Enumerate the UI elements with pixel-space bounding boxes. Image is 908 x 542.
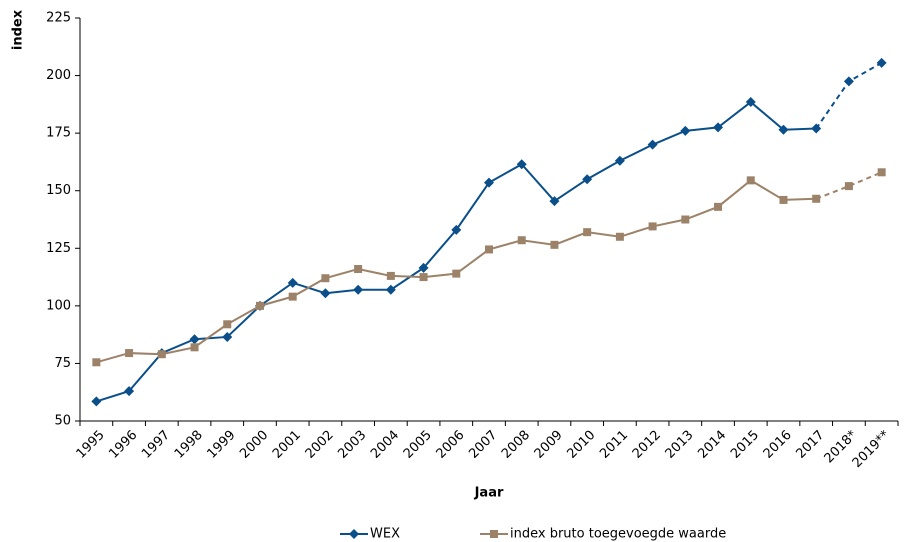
- point: [582, 174, 593, 185]
- point: [124, 386, 135, 397]
- point: [484, 177, 494, 188]
- point: [321, 274, 330, 283]
- x-tick-label: 2008: [499, 428, 533, 462]
- point: [713, 122, 724, 133]
- x-tick-label: 2002: [303, 428, 337, 462]
- point: [714, 202, 723, 211]
- x-tick-label: 2016: [761, 428, 795, 462]
- x-tick-label: 2006: [434, 428, 468, 462]
- legend-label: WEX: [370, 527, 400, 542]
- point: [419, 273, 428, 282]
- x-tick-label: 2015: [728, 428, 762, 462]
- point: [349, 529, 359, 539]
- series-line: [815, 171, 883, 200]
- x-tick-label: 2019**: [850, 427, 894, 471]
- x-tick-label: 1997: [139, 428, 173, 462]
- point: [222, 331, 233, 342]
- point: [386, 271, 395, 280]
- point: [189, 334, 200, 345]
- point: [614, 155, 625, 166]
- point: [647, 139, 658, 150]
- point: [287, 277, 298, 288]
- point: [811, 123, 822, 134]
- legend-label: index bruto toegevoegde waarde: [510, 527, 726, 542]
- x-tick-label: 1998: [172, 428, 206, 462]
- point: [91, 396, 102, 407]
- point: [516, 159, 527, 170]
- x-tick-label: 2003: [335, 428, 369, 462]
- point: [385, 284, 396, 295]
- x-tick-label: 2012: [630, 428, 664, 462]
- y-tick-label: 75: [54, 356, 71, 371]
- point: [354, 265, 363, 274]
- point: [490, 530, 498, 538]
- x-tick-label: 2009: [532, 428, 566, 462]
- x-axis-label: Jaar: [474, 486, 504, 501]
- x-tick-label: 2007: [466, 428, 500, 462]
- point: [779, 195, 788, 204]
- x-tick-label: 1995: [74, 428, 108, 462]
- point: [680, 125, 691, 136]
- point: [876, 57, 887, 68]
- y-tick-label: 225: [46, 11, 71, 26]
- point: [746, 176, 755, 185]
- point: [190, 343, 199, 352]
- x-tick-label: 2000: [237, 428, 271, 462]
- series-line: [96, 100, 817, 403]
- point: [550, 240, 559, 249]
- point: [648, 222, 657, 231]
- x-tick-label: 2004: [368, 428, 402, 462]
- point: [485, 245, 493, 254]
- point: [877, 168, 886, 177]
- point: [320, 288, 331, 299]
- point: [452, 269, 461, 278]
- point: [615, 232, 624, 241]
- x-tick-label: 1999: [205, 428, 239, 462]
- x-tick-label: 1996: [106, 428, 140, 462]
- y-tick-label: 100: [46, 298, 71, 313]
- point: [157, 350, 166, 359]
- x-tick-label: 2005: [401, 428, 435, 462]
- point: [843, 76, 854, 87]
- y-tick-label: 125: [46, 241, 71, 256]
- point: [255, 301, 264, 310]
- point: [353, 284, 364, 295]
- point: [451, 224, 462, 235]
- y-tick-label: 150: [46, 183, 71, 198]
- y-tick-label: 50: [54, 414, 71, 429]
- y-tick-label: 175: [46, 126, 71, 141]
- point: [812, 194, 821, 203]
- point: [844, 182, 853, 191]
- point: [125, 349, 134, 358]
- point: [778, 124, 789, 135]
- point: [681, 215, 690, 224]
- point: [223, 320, 232, 329]
- point: [288, 292, 297, 301]
- point: [745, 97, 756, 108]
- x-tick-label: 2014: [695, 428, 729, 462]
- series-line: [815, 62, 883, 130]
- point: [549, 196, 560, 207]
- x-tick-label: 2013: [663, 428, 697, 462]
- x-tick-label: 2010: [564, 428, 598, 462]
- y-tick-label: 200: [46, 68, 71, 83]
- point: [418, 262, 429, 273]
- y-axis-label: index: [11, 9, 26, 50]
- point: [583, 228, 592, 237]
- x-tick-label: 2001: [270, 428, 304, 462]
- x-tick-label: 2011: [597, 428, 631, 462]
- point: [517, 236, 526, 245]
- point: [92, 358, 101, 367]
